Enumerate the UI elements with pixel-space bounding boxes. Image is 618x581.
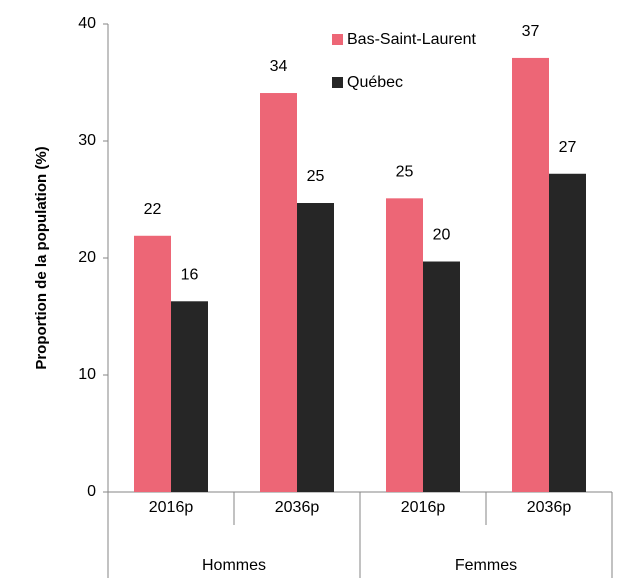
y-tick-label: 20	[78, 249, 96, 266]
data-label: 25	[396, 164, 414, 181]
x-tick-label: 2036p	[527, 499, 572, 516]
bar	[386, 198, 423, 492]
y-axis-label: Proportion de la population (%)	[33, 146, 50, 369]
legend-label: Québec	[347, 74, 403, 91]
group-label: Hommes	[202, 557, 266, 574]
x-tick-label: 2016p	[149, 499, 194, 516]
data-label: 34	[270, 58, 288, 75]
y-tick-label: 40	[78, 15, 96, 32]
x-tick-label: 2036p	[275, 499, 320, 516]
bar	[260, 93, 297, 492]
data-label: 25	[307, 168, 325, 185]
legend-swatch	[332, 77, 343, 88]
x-tick-label: 2016p	[401, 499, 446, 516]
bar	[549, 173, 586, 492]
data-label: 22	[144, 201, 162, 218]
y-tick-label: 10	[78, 366, 96, 383]
bar	[171, 301, 208, 492]
legend-swatch	[332, 34, 343, 45]
legend-label: Bas-Saint-Laurent	[347, 31, 477, 48]
group-label: Femmes	[455, 557, 517, 574]
data-label: 37	[522, 23, 540, 40]
data-label: 27	[559, 139, 577, 156]
data-label: 16	[181, 267, 199, 284]
y-tick-label: 0	[87, 483, 96, 500]
data-label: 20	[433, 227, 451, 244]
bar	[423, 261, 460, 492]
bar	[512, 57, 549, 493]
bar	[134, 235, 171, 492]
bar	[297, 203, 334, 492]
y-tick-label: 30	[78, 132, 96, 149]
